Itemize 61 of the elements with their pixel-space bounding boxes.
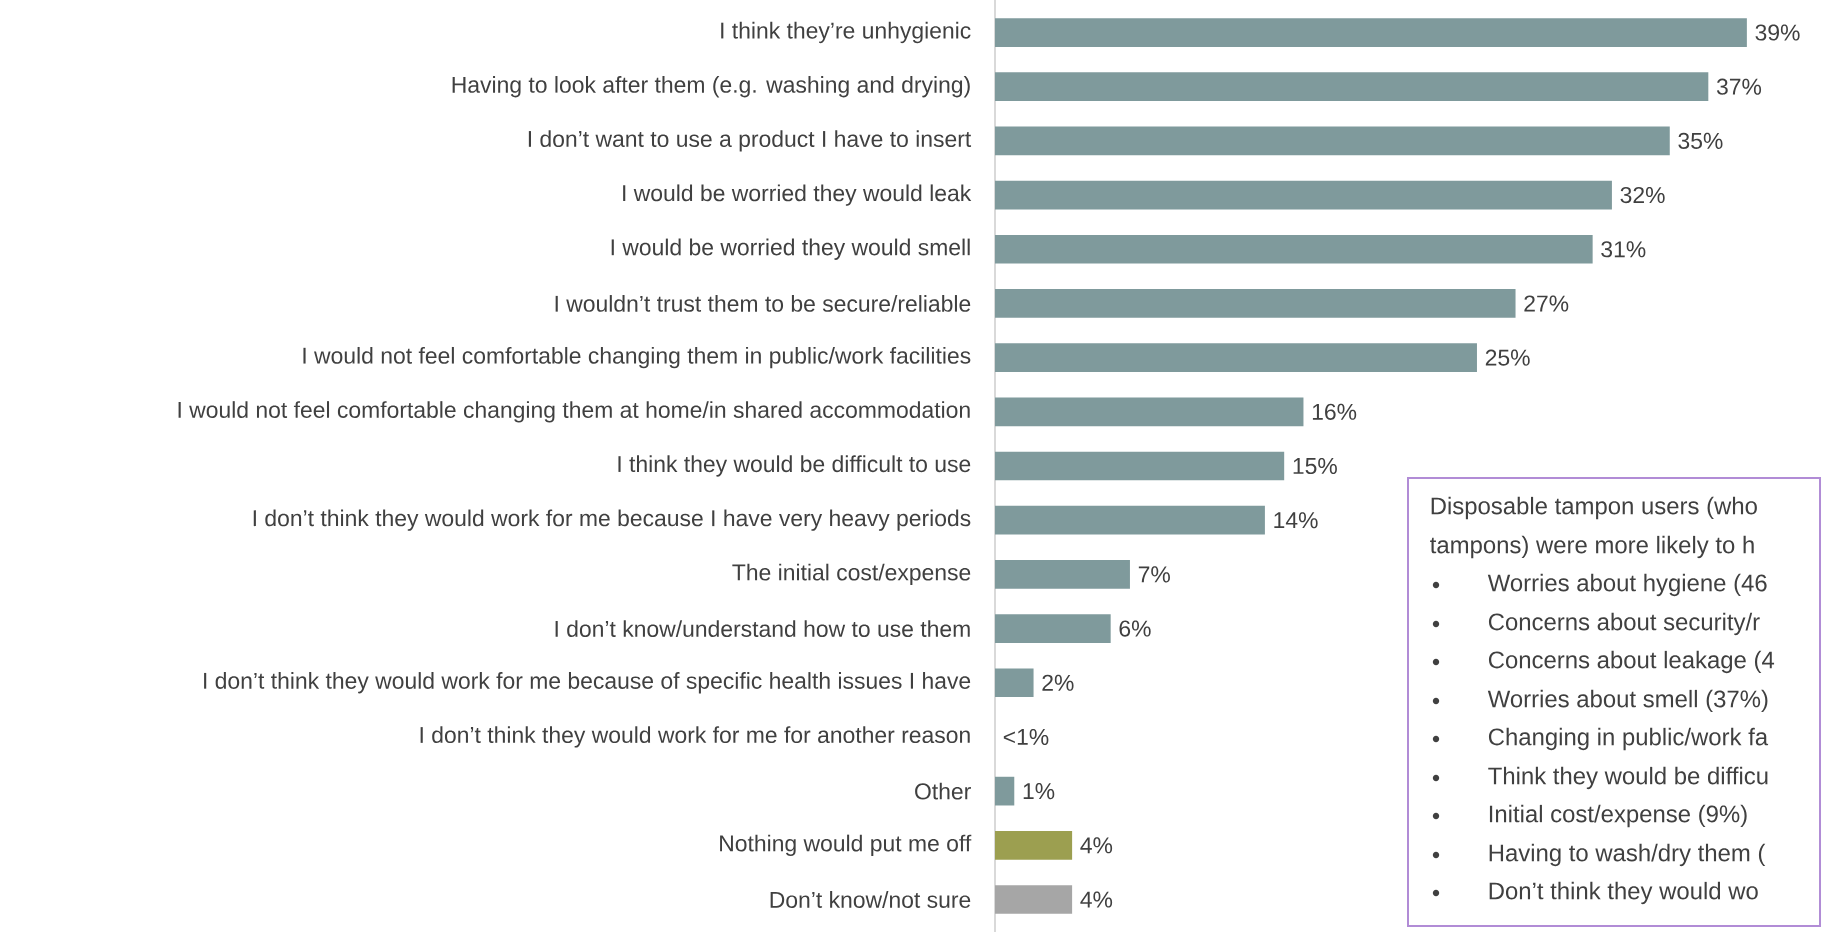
annotation: Don’t think they would wo xyxy=(1489,881,1758,905)
annotation: tampons) were more likely to h xyxy=(1430,535,1754,559)
data-label: 4% xyxy=(1080,837,1113,854)
y-tick-label: I would be worried they would leak xyxy=(623,184,972,206)
data-label: 15% xyxy=(1293,457,1337,475)
y-tick-label: I think they’re unhygienic xyxy=(721,21,971,44)
annotation: Having to wash/dry them ( xyxy=(1489,843,1766,867)
bar xyxy=(995,614,1111,643)
data-label: 25% xyxy=(1485,349,1530,366)
y-tick-label: Nothing would put me off xyxy=(720,834,972,856)
y-tick-label: I don’t think they would work for me for another reason xyxy=(420,726,970,748)
bar xyxy=(995,126,1670,156)
y-tick-label: I would be worried they would smell xyxy=(611,238,970,260)
bar xyxy=(995,776,1015,806)
data-label: 37% xyxy=(1716,78,1762,95)
bar xyxy=(995,560,1130,589)
y-tick-label: Having to look after them (e.g. washing and drying) xyxy=(452,76,970,98)
bar xyxy=(995,343,1477,372)
bar xyxy=(995,180,1612,210)
y-tick-label: The initial cost/expense xyxy=(732,563,971,586)
data-label: 16% xyxy=(1312,403,1357,420)
y-tick-label: I would not feel comfortable changing them in public/work facilities xyxy=(303,346,971,369)
annotation: Think they would be difficu xyxy=(1488,766,1768,790)
bar xyxy=(995,234,1593,264)
bar xyxy=(995,451,1285,481)
data-label: <1% xyxy=(1003,728,1049,745)
annotation: Worries about smell (37%) xyxy=(1487,689,1768,713)
y-tick-label: Other xyxy=(915,782,971,800)
annotation: Initial cost/expense (9%) xyxy=(1489,804,1747,828)
y-tick-label: I don’t know/understand how to use them xyxy=(555,620,970,637)
y-tick-label: Don’t know/not sure xyxy=(770,891,971,908)
y-tick-label: I don’t think they would work for me because I have very heavy periods xyxy=(253,509,971,531)
bar xyxy=(995,18,1747,47)
y-tick-label: I think they would be difficult to use xyxy=(618,455,971,477)
annotation: Concerns about security/r xyxy=(1488,612,1760,636)
data-label: 2% xyxy=(1042,674,1074,691)
annotation: Changing in public/work fa xyxy=(1488,727,1769,751)
y-tick-label: I wouldn’t trust them to be secure/reliable xyxy=(555,295,971,312)
data-label: 4% xyxy=(1080,891,1113,908)
bar xyxy=(995,885,1073,914)
data-label: 39% xyxy=(1755,24,1800,41)
data-label: 6% xyxy=(1119,620,1151,637)
bar xyxy=(995,830,1073,860)
annotation: Concerns about leakage (4 xyxy=(1488,650,1775,674)
data-label: 32% xyxy=(1620,186,1665,204)
bar xyxy=(995,505,1265,535)
data-label: 27% xyxy=(1524,295,1569,312)
bar xyxy=(995,397,1304,427)
annotation: Disposable tampon users (who xyxy=(1431,496,1757,520)
y-tick-label: I don’t want to use a product I have to insert xyxy=(528,130,972,152)
bar xyxy=(995,289,1516,318)
y-tick-label: I don’t think they would work for me because of specific health issues I have xyxy=(204,672,971,694)
data-label: 35% xyxy=(1678,132,1723,149)
bar xyxy=(995,668,1034,698)
data-label: 31% xyxy=(1601,241,1646,258)
data-label: 14% xyxy=(1274,512,1318,529)
y-tick-label: I would not feel comfortable changing them at home/in shared accommodation xyxy=(178,401,970,423)
annotation: Worries about hygiene (46 xyxy=(1487,573,1767,597)
bar xyxy=(995,72,1709,102)
data-label: 1% xyxy=(1023,783,1055,800)
data-label: 7% xyxy=(1138,566,1170,583)
